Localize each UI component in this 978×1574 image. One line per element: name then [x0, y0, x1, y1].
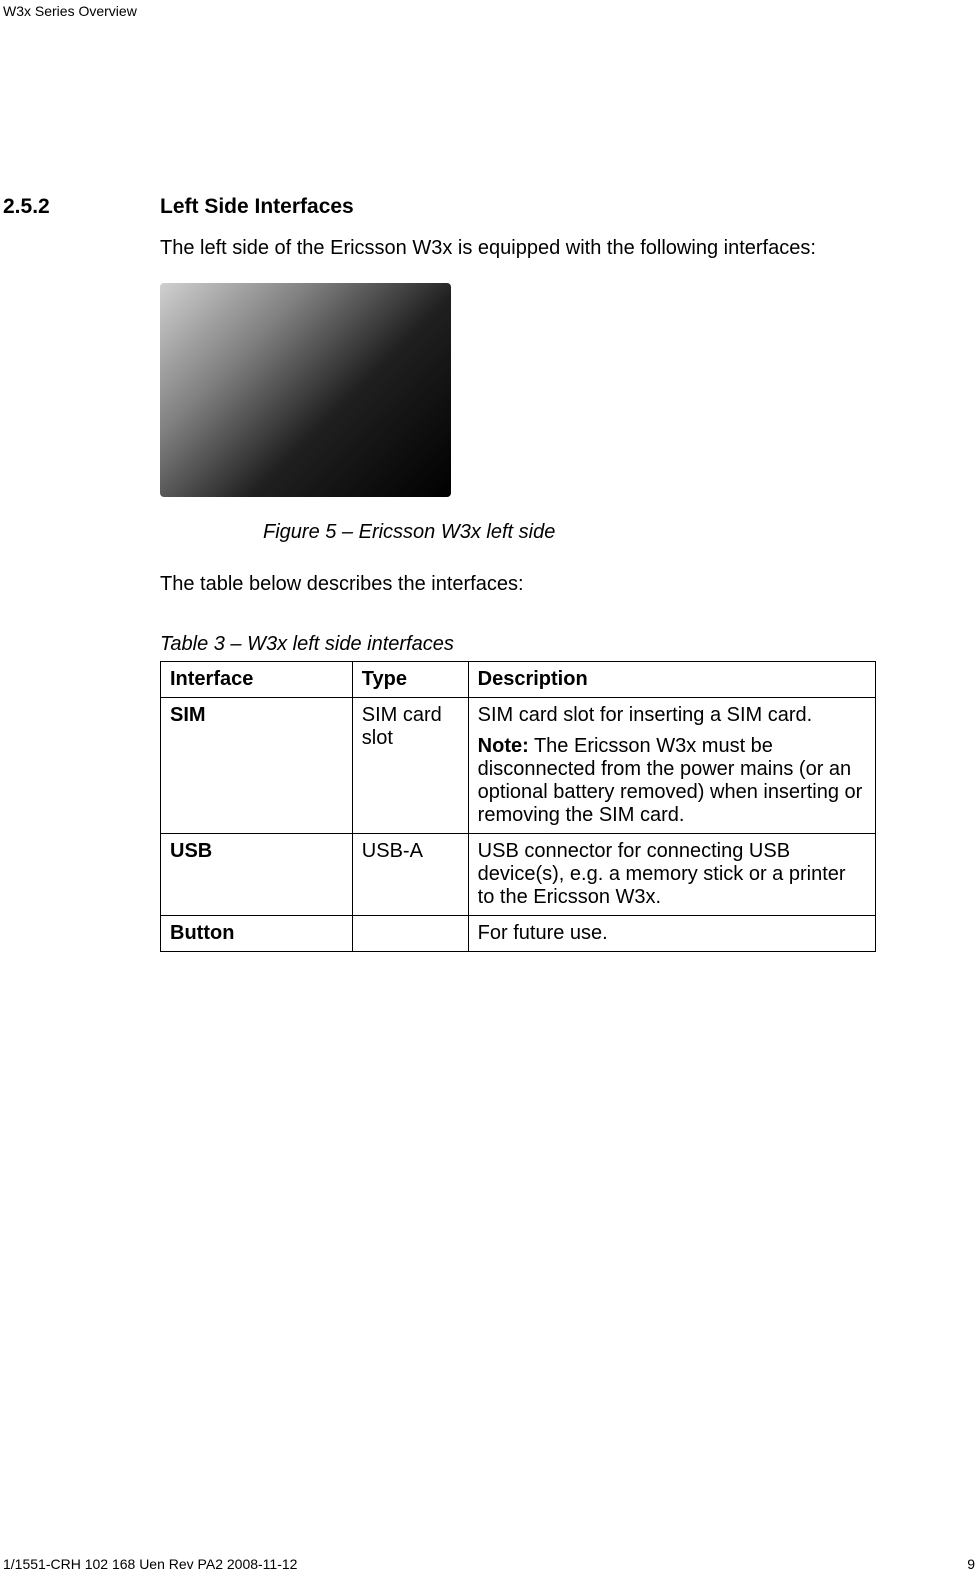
- note-text: The Ericsson W3x must be disconnected fr…: [478, 735, 863, 826]
- table-row: SIM SIM card slot SIM card slot for inse…: [161, 698, 876, 834]
- interfaces-table: Interface Type Description SIM SIM card …: [160, 661, 876, 952]
- cell-interface: Button: [161, 916, 353, 952]
- table-caption: Table 3 – W3x left side interfaces: [160, 633, 454, 656]
- header-description: Description: [468, 662, 875, 698]
- table-row: Button For future use.: [161, 916, 876, 952]
- header-interface: Interface: [161, 662, 353, 698]
- figure-caption: Figure 5 – Ericsson W3x left side: [263, 521, 555, 544]
- cell-description: USB connector for connecting USB device(…: [468, 834, 875, 916]
- header-type: Type: [352, 662, 468, 698]
- footer-doc-id: 1/1551-CRH 102 168 Uen Rev PA2 2008-11-1…: [3, 1556, 297, 1572]
- section-title: Left Side Interfaces: [160, 195, 354, 219]
- cell-interface: SIM: [161, 698, 353, 834]
- page-header: W3x Series Overview: [3, 3, 137, 19]
- section-number: 2.5.2: [3, 195, 50, 219]
- footer-page-number: 9: [967, 1556, 975, 1572]
- figure-image: [160, 283, 451, 497]
- desc-para: SIM card slot for inserting a SIM card.: [478, 704, 866, 727]
- intro-text: The left side of the Ericsson W3x is equ…: [160, 235, 875, 261]
- cell-type: USB-A: [352, 834, 468, 916]
- table-row: USB USB-A USB connector for connecting U…: [161, 834, 876, 916]
- cell-type: [352, 916, 468, 952]
- cell-type: SIM card slot: [352, 698, 468, 834]
- cell-interface: USB: [161, 834, 353, 916]
- note-label: Note:: [478, 735, 529, 757]
- desc-para: Note: The Ericsson W3x must be disconnec…: [478, 735, 866, 827]
- cell-description: For future use.: [468, 916, 875, 952]
- cell-description: SIM card slot for inserting a SIM card. …: [468, 698, 875, 834]
- table-header-row: Interface Type Description: [161, 662, 876, 698]
- intro2-text: The table below describes the interfaces…: [160, 571, 875, 597]
